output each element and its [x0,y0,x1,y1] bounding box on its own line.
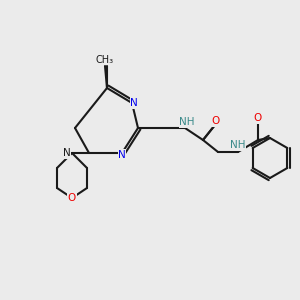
Text: N: N [118,150,126,160]
Text: N: N [130,98,138,108]
Text: N: N [63,148,71,158]
Text: NH: NH [179,117,195,127]
Text: NH: NH [230,140,246,150]
Text: O: O [68,193,76,203]
Text: O: O [254,113,262,123]
Text: O: O [211,116,219,126]
Text: CH₃: CH₃ [96,55,114,65]
